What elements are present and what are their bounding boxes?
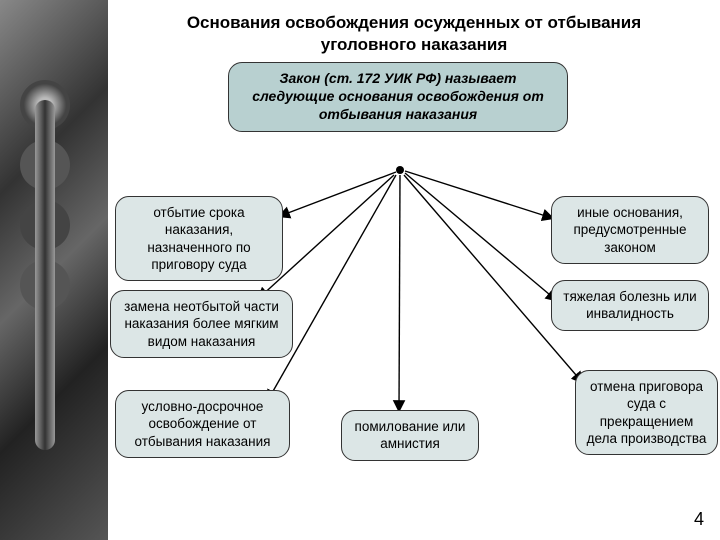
page-title: Основания освобождения осужденных от отб… [108,0,720,64]
leaf-box-1: замена неотбытой части наказания более м… [110,290,293,358]
diagram-content: Основания освобождения осужденных от отб… [108,0,720,540]
hub-dot [396,166,404,174]
leaf-box-4: отмена приговора суда с прекращением дел… [575,370,718,455]
center-box: Закон (ст. 172 УИК РФ) называет следующи… [228,62,568,132]
leaf-box-2: условно-досрочное освобождение от отбыва… [115,390,290,458]
leaf-box-0: отбытие срока наказания, назначенного по… [115,196,283,281]
leaf-box-5: тяжелая болезнь или инвалидность [551,280,709,331]
leaf-box-3: помилование или амнистия [341,410,479,461]
decorative-sidebar-image [0,0,108,540]
leaf-box-6: иные основания, предусмотренные законом [551,196,709,264]
page-number: 4 [694,509,704,530]
